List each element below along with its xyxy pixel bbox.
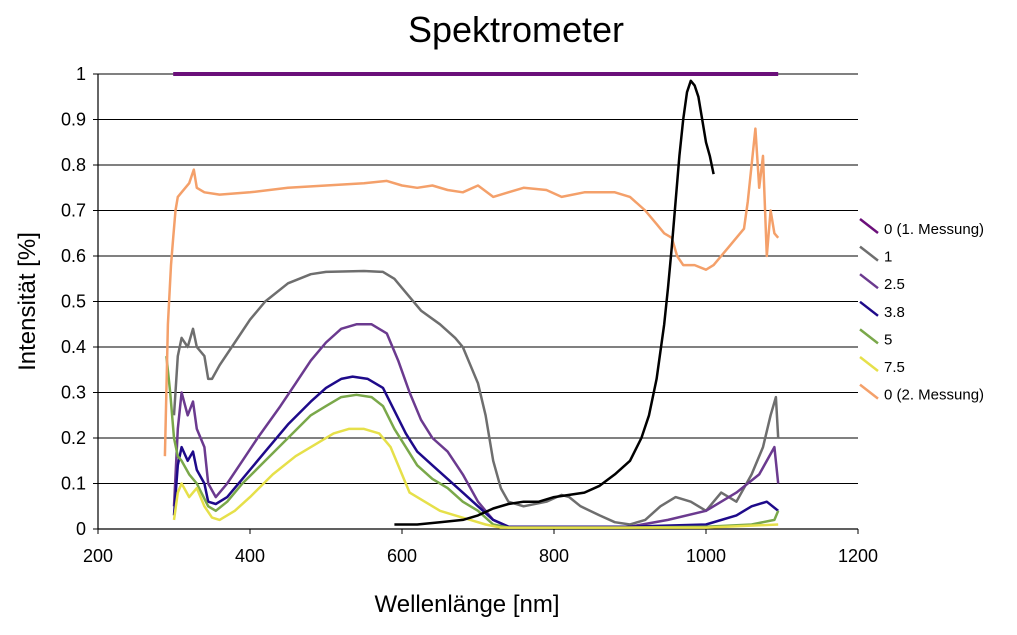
y-tick-label: 1: [76, 64, 86, 84]
legend: 0 (1. Messung) 1 2.5 3.8 5 7.5 0 (2. Messung): [859, 218, 984, 404]
series-line-7: [394, 79, 715, 526]
x-tick-label: 600: [387, 546, 417, 566]
x-tick-label: 1200: [838, 546, 878, 566]
legend-label-4: 5: [884, 331, 892, 348]
x-tick-label: 800: [539, 546, 569, 566]
legend-swatch-2: [859, 273, 879, 290]
legend-swatch-1: [859, 245, 879, 262]
series-line-1: [172, 269, 780, 526]
legend-label-0: 0 (1. Messung): [884, 221, 984, 238]
y-tick-label: 0.9: [61, 110, 86, 130]
chart-title: Spektrometer: [408, 9, 624, 50]
legend-label-6: 0 (2. Messung): [884, 387, 984, 404]
y-tick-label: 0.1: [61, 474, 86, 494]
legend-swatch-6: [859, 383, 879, 400]
series-line-6: [163, 127, 780, 457]
x-tick-label: 1000: [686, 546, 726, 566]
legend-swatch-3: [859, 300, 879, 317]
legend-swatch-4: [859, 328, 879, 345]
x-tick-label: 200: [83, 546, 113, 566]
y-tick-label: 0.7: [61, 201, 86, 221]
y-tick-label: 0.2: [61, 428, 86, 448]
legend-swatch-0: [859, 218, 879, 234]
legend-label-5: 7.5: [884, 359, 905, 376]
y-tick-label: 0.4: [61, 337, 86, 357]
x-tick-label: 400: [235, 546, 265, 566]
y-axis-title: Intensität [%]: [14, 232, 41, 371]
legend-label-1: 1: [884, 249, 892, 266]
series-line-2: [172, 323, 780, 528]
series-lines: [163, 72, 780, 529]
gridlines: [98, 73, 858, 484]
y-tick-label: 0.3: [61, 383, 86, 403]
y-tick-label: 0.5: [61, 292, 86, 312]
legend-label-2: 2.5: [884, 276, 905, 293]
legend-label-3: 3.8: [884, 304, 905, 321]
y-tick-label: 0: [76, 519, 86, 539]
axes: [93, 73, 859, 534]
series-line-3: [172, 375, 779, 528]
legend-swatch-5: [859, 356, 879, 372]
y-tick-label: 0.8: [61, 155, 86, 175]
y-tick-label: 0.6: [61, 246, 86, 266]
x-axis-title: Wellenlänge [nm]: [375, 591, 560, 618]
series-line-5: [172, 427, 779, 529]
